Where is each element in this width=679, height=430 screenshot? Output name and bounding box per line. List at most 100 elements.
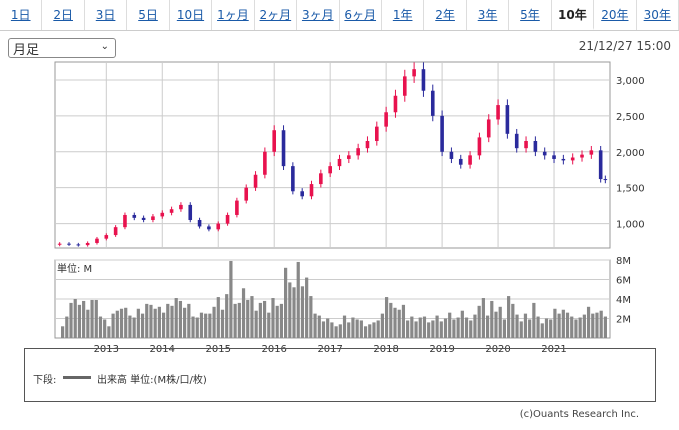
- volume-bar: [485, 315, 490, 338]
- candle-body: [598, 150, 603, 180]
- volume-bar: [511, 303, 515, 338]
- volume-bar: [464, 317, 469, 338]
- candle-body: [272, 130, 277, 152]
- volume-bar: [183, 307, 187, 338]
- candle-body: [402, 76, 407, 96]
- x-tick-label-0: 2013: [94, 344, 119, 355]
- tab-2[interactable]: 3日: [85, 0, 128, 30]
- volume-bar: [296, 261, 300, 338]
- tab-4[interactable]: 10日: [170, 0, 213, 30]
- volume-bar: [574, 319, 578, 338]
- volume-bar: [187, 303, 191, 338]
- chevron-down-icon: ⌄: [100, 41, 109, 52]
- volume-bar: [494, 311, 498, 338]
- tab-11[interactable]: 3年: [467, 0, 510, 30]
- candle-body: [319, 173, 323, 185]
- volume-bar: [111, 313, 115, 338]
- price-tick-label-3: 2,500: [616, 112, 645, 123]
- volume-bar: [355, 319, 359, 338]
- candle-body: [524, 140, 528, 149]
- x-tick-label-5: 2018: [373, 344, 398, 355]
- tab-3[interactable]: 5日: [127, 0, 170, 30]
- volume-bar: [427, 322, 431, 338]
- volume-bar: [178, 300, 183, 338]
- volume-unit-label: 単位: M: [57, 262, 92, 275]
- volume-bar: [246, 299, 250, 338]
- volume-bar: [536, 316, 540, 338]
- volume-bar: [422, 316, 427, 338]
- candle-body: [179, 204, 183, 210]
- candle-body: [57, 243, 62, 245]
- candle-body: [253, 174, 258, 188]
- volume-bar: [98, 316, 103, 338]
- volume-bar: [532, 302, 536, 338]
- candle-body: [365, 140, 370, 149]
- volume-bar: [570, 316, 574, 338]
- tab-12[interactable]: 5年: [509, 0, 552, 30]
- tab-9[interactable]: 1年: [382, 0, 425, 30]
- volume-bar: [389, 302, 393, 338]
- candle-body: [85, 242, 90, 246]
- candle-body: [393, 95, 398, 113]
- volume-bar: [448, 312, 452, 338]
- volume-bar: [309, 296, 313, 338]
- tab-13[interactable]: 10年: [551, 0, 595, 30]
- tab-14[interactable]: 20年: [594, 0, 637, 30]
- volume-tick-label-2: 6M: [616, 276, 631, 287]
- volume-bar: [191, 316, 195, 338]
- volume-bar: [241, 288, 246, 338]
- volume-bar: [313, 313, 317, 338]
- volume-bar: [124, 307, 128, 338]
- volume-bar: [502, 319, 507, 338]
- candle-body: [281, 130, 286, 167]
- x-tick-label-4: 2017: [317, 344, 342, 355]
- volume-bar: [107, 326, 111, 338]
- price-plot-frame: [54, 61, 611, 249]
- tab-1[interactable]: 2日: [42, 0, 85, 30]
- candle-body: [430, 90, 435, 116]
- tab-6[interactable]: 2ヶ月: [255, 0, 298, 30]
- tab-8[interactable]: 6ヶ月: [340, 0, 382, 30]
- candle-body: [440, 115, 444, 152]
- volume-bar: [452, 319, 456, 338]
- volume-chart: 2M 4M 6M 8M 単位: M 2013 2014 2015 2016 2017 2018 201…: [54, 256, 631, 355]
- volume-bar: [439, 321, 443, 338]
- volume-tick-label-0: 2M: [616, 315, 631, 326]
- volume-bar: [73, 299, 77, 338]
- price-tick-label-4: 3,000: [616, 76, 645, 87]
- volume-bar: [519, 321, 523, 338]
- volume-bar: [603, 316, 607, 338]
- tab-7[interactable]: 3ヶ月: [297, 0, 340, 30]
- volume-bar: [380, 313, 384, 338]
- candle-body: [496, 105, 500, 120]
- volume-bar: [401, 304, 406, 338]
- period-tabs: 1日 2日 3日 5日 10日 1ヶ月 2ヶ月 3ヶ月 6ヶ月 1年 2年 3年 5年 10年 20年 30年: [0, 0, 679, 31]
- volume-bar: [342, 315, 347, 338]
- volume-bar: [469, 320, 473, 338]
- volume-bar: [300, 286, 305, 338]
- price-tick-label-2: 2,000: [616, 148, 645, 159]
- price-tick-label-0: 1,000: [616, 220, 645, 231]
- candle-body: [570, 157, 575, 161]
- volume-bar: [220, 309, 225, 338]
- tab-0[interactable]: 1日: [0, 0, 43, 30]
- volume-bar: [549, 319, 553, 338]
- volume-bar: [456, 317, 460, 338]
- volume-bar: [372, 322, 376, 338]
- legend-box: 下段: 出来高 単位:(M株/口/枚): [24, 348, 656, 402]
- candle-body: [356, 148, 360, 156]
- volume-bar: [540, 323, 544, 338]
- volume-bar: [77, 304, 82, 338]
- candle-body: [169, 209, 174, 213]
- tab-10[interactable]: 2年: [424, 0, 467, 30]
- volume-bar: [406, 320, 410, 338]
- candle-body: [458, 158, 463, 165]
- candle-body: [216, 223, 221, 230]
- volume-bar: [460, 310, 464, 338]
- volume-bar: [561, 309, 565, 338]
- tab-5[interactable]: 1ヶ月: [212, 0, 255, 30]
- candle-body: [412, 69, 416, 77]
- tab-15[interactable]: 30年: [637, 0, 679, 30]
- period-select[interactable]: 月足 ⌄: [8, 38, 116, 58]
- volume-bar: [170, 305, 174, 338]
